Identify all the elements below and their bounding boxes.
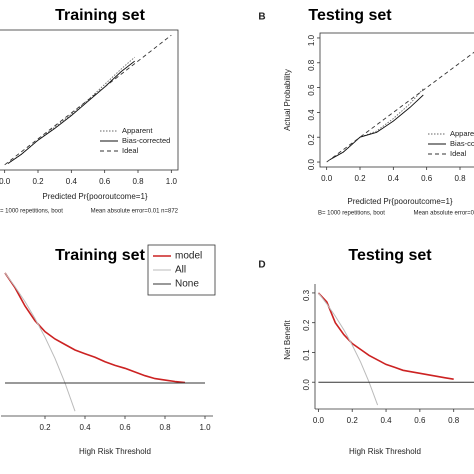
- x-tick-label: 1.0: [166, 177, 178, 186]
- y-tick-label: 0.2: [307, 134, 316, 146]
- panel-label: B: [258, 12, 265, 23]
- x-tick-label: 0.6: [99, 177, 111, 186]
- panel: Training set 0.2 0.4 0.6 0.8 1.0 High Risk Thr…: [1, 244, 216, 456]
- series-line: [4, 34, 172, 166]
- series-line: [318, 292, 379, 406]
- x-axis-label: High Risk Threshold: [79, 447, 151, 456]
- series-line: [4, 272, 76, 412]
- legend-label: Bias-corrected: [450, 139, 474, 148]
- legend-label: model: [175, 251, 202, 262]
- x-tick-label: 0.2: [354, 174, 366, 183]
- footnote: Mean absolute error=0: [413, 211, 474, 217]
- legend-label: Apparent: [122, 126, 153, 135]
- x-tick-label: 0.4: [380, 416, 392, 425]
- plot-frame: [319, 32, 474, 168]
- legend-label: Ideal: [122, 146, 139, 155]
- y-tick-label: 0.2: [302, 319, 311, 331]
- series-line: [317, 292, 454, 380]
- panel: Training set 0.0 0.2 0.4 0.6 0.8 1.0 Predicted …: [0, 7, 179, 215]
- x-tick-label: 1.0: [199, 423, 211, 432]
- series-line: [329, 94, 424, 160]
- y-tick-label: 0.0: [307, 158, 316, 170]
- x-axis-label: Predicted Pr{pooroutcome=1}: [42, 192, 148, 201]
- legend-label: Ideal: [450, 149, 467, 158]
- x-tick-label: 0.2: [39, 423, 51, 432]
- series-line: [7, 60, 135, 164]
- x-tick-label: 0.8: [448, 416, 460, 425]
- y-tick-label: 0.6: [307, 84, 316, 96]
- x-tick-label: 0.2: [32, 177, 44, 186]
- y-tick-label: 0.8: [307, 59, 316, 71]
- x-tick-label: 0.0: [313, 416, 325, 425]
- x-tick-label: 0.8: [454, 174, 466, 183]
- y-tick-label: 0.0: [302, 379, 311, 391]
- x-tick-label: 0.6: [421, 174, 433, 183]
- panel: Testing set D 0.0 0.2 0.4 0.6 0.8 0.0 0.1 0.2 0.3 H…: [258, 247, 474, 456]
- x-axis-label: Predicted Pr{pooroutcome=1}: [347, 197, 453, 206]
- lines: [317, 292, 474, 406]
- chart-title: Testing set: [348, 247, 432, 264]
- panel-label: D: [258, 260, 265, 271]
- legend-label: All: [175, 265, 186, 276]
- legend: model All None: [147, 244, 216, 296]
- x-tick-label: 0.4: [388, 174, 400, 183]
- x-tick-label: 0.2: [347, 416, 359, 425]
- lines: [4, 272, 205, 412]
- legend-label: Apparent: [450, 129, 474, 138]
- legend-label: Bias-corrected: [122, 136, 170, 145]
- footnote: B= 1000 repetitions, boot: [318, 211, 385, 217]
- legend-label: None: [175, 279, 199, 290]
- y-tick-label: 0.1: [302, 349, 311, 361]
- plot-frame: [0, 29, 179, 171]
- y-tick-label: 1.0: [307, 34, 316, 46]
- x-tick-label: 0.4: [66, 177, 78, 186]
- lines: [4, 34, 172, 166]
- x-tick-label: 0.8: [159, 423, 171, 432]
- x-tick-label: 0.6: [414, 416, 426, 425]
- x-axis-label: High Risk Threshold: [349, 447, 421, 456]
- chart-title: Testing set: [308, 7, 392, 24]
- footnote: = 1000 repetitions, boot: [0, 209, 63, 215]
- x-tick-label: 0.8: [132, 177, 144, 186]
- x-tick-label: 0.0: [321, 174, 333, 183]
- panel: Testing set B 0.0 0.2 0.4 0.6 0.8 0.0 0.2 0.4 0.6 0…: [258, 7, 474, 217]
- y-tick-label: 0.4: [307, 109, 316, 121]
- x-tick-label: 0.0: [0, 177, 11, 186]
- x-tick-label: 0.6: [119, 423, 131, 432]
- lines: [326, 51, 474, 163]
- y-axis-label: Actual Probability: [283, 69, 292, 131]
- chart-title: Training set: [55, 7, 145, 24]
- y-axis-label: Net Benefit: [283, 319, 292, 359]
- footnote: Mean absolute error=0.01 n=872: [91, 209, 179, 215]
- series-line: [4, 272, 186, 384]
- y-tick-label: 0.3: [302, 289, 311, 301]
- chart-title: Training set: [55, 247, 145, 264]
- x-tick-label: 0.4: [79, 423, 91, 432]
